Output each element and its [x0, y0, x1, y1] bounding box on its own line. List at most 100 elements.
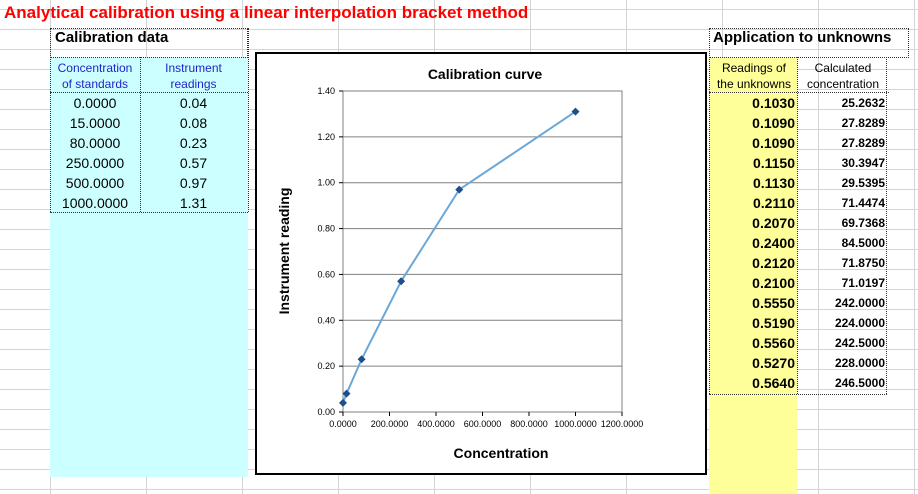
data-series: [339, 107, 580, 407]
unknown-reading-cell[interactable]: 0.2400: [752, 235, 795, 251]
y-tick-label: 0.20: [317, 361, 335, 371]
unknown-reading-cell[interactable]: 0.5640: [752, 375, 795, 391]
unknowns-conc-header-line2: concentration: [806, 77, 880, 91]
unknown-reading-cell[interactable]: 0.5270: [752, 355, 795, 371]
unknowns-reading-header: Readings of the unknowns: [709, 60, 799, 92]
calibration-reading-cell[interactable]: 0.57: [179, 155, 208, 171]
calibration-conc-cell[interactable]: 250.0000: [65, 155, 125, 171]
calibration-left-border: [50, 28, 51, 212]
x-tick-label: 0.0000: [329, 419, 357, 429]
unknown-conc-cell[interactable]: 242.0000: [834, 296, 885, 310]
unknown-conc-cell[interactable]: 242.5000: [834, 336, 885, 350]
unknown-conc-cell[interactable]: 30.3947: [841, 156, 885, 170]
unknowns-left-border: [709, 28, 710, 394]
unknown-conc-cell[interactable]: 29.5395: [841, 176, 885, 190]
unknown-reading-cell[interactable]: 0.5190: [752, 315, 795, 331]
unknown-reading-cell[interactable]: 0.1090: [752, 115, 795, 131]
unknowns-reading-header-line2: the unknowns: [716, 77, 792, 91]
unknown-conc-cell[interactable]: 84.5000: [841, 236, 885, 250]
x-tick-label: 1200.0000: [601, 419, 644, 429]
unknown-reading-cell[interactable]: 0.5560: [752, 335, 795, 351]
calibration-section-label: Calibration data: [55, 29, 169, 46]
unknown-reading-cell[interactable]: 0.1150: [752, 155, 795, 171]
page-title: Analytical calibration using a linear in…: [4, 3, 529, 22]
calibration-reading-cell[interactable]: 0.08: [179, 115, 208, 131]
unknown-reading-cell[interactable]: 0.2110: [752, 195, 795, 211]
x-tick-label: 600.0000: [464, 419, 502, 429]
calibration-conc-cell[interactable]: 1000.0000: [61, 195, 129, 211]
unknowns-conc-header-line1: Calculated: [814, 61, 872, 75]
unknown-reading-cell[interactable]: 0.1090: [752, 135, 795, 151]
unknowns-header-underline: [709, 92, 889, 93]
data-point-marker: [342, 389, 351, 398]
y-tick-labels: 0.00 0.20 0.40 0.60 0.80 1.00 1.20 1.40: [317, 86, 335, 417]
data-point-marker: [455, 185, 464, 194]
data-point-marker: [571, 107, 580, 116]
calibration-col-divider: [140, 57, 141, 212]
unknowns-fill: [709, 57, 797, 494]
calibration-conc-cell[interactable]: 0.0000: [73, 95, 117, 111]
unknown-reading-cell[interactable]: 0.2100: [752, 275, 795, 291]
unknown-conc-cell[interactable]: 246.5000: [834, 376, 885, 390]
y-tick-label: 0.40: [317, 315, 335, 325]
calibration-reading-cell[interactable]: 0.97: [179, 175, 208, 191]
data-point-marker: [397, 277, 406, 286]
calibration-reading-header: Instrument readings: [147, 60, 240, 92]
x-tick-label: 200.0000: [371, 419, 409, 429]
unknowns-col-divider: [797, 57, 798, 394]
calibration-header-underline: [50, 92, 248, 93]
y-tick-label: 1.00: [317, 178, 335, 188]
data-point-marker: [339, 398, 347, 407]
calibration-conc-cell[interactable]: 15.0000: [69, 115, 121, 131]
unknown-conc-cell[interactable]: 71.0197: [841, 276, 885, 290]
calibration-conc-cell[interactable]: 80.0000: [69, 135, 121, 151]
unknown-conc-cell[interactable]: 25.2632: [841, 96, 885, 110]
unknown-conc-cell[interactable]: 27.8289: [841, 136, 885, 150]
unknown-reading-cell[interactable]: 0.1030: [752, 95, 795, 111]
unknowns-reading-header-line1: Readings of: [721, 61, 787, 75]
unknown-conc-cell[interactable]: 71.4474: [841, 196, 885, 210]
unknown-reading-cell[interactable]: 0.1130: [752, 175, 795, 191]
y-tick-label: 1.20: [317, 132, 335, 142]
y-tick-label: 0.00: [317, 407, 335, 417]
x-tick-label: 400.0000: [417, 419, 455, 429]
chart-title: Calibration curve: [428, 66, 543, 82]
unknown-reading-cell[interactable]: 0.2070: [752, 215, 795, 231]
y-tick-label: 1.40: [317, 86, 335, 96]
calibration-reading-cell[interactable]: 1.31: [179, 195, 208, 211]
x-tick-label: 1000.0000: [554, 419, 597, 429]
unknown-conc-cell[interactable]: 69.7368: [841, 216, 885, 230]
plot-area: [342, 90, 623, 413]
calibration-conc-cell[interactable]: 500.0000: [65, 175, 125, 191]
unknown-conc-cell[interactable]: 27.8289: [841, 116, 885, 130]
calibration-reading-cell[interactable]: 0.04: [179, 95, 208, 111]
unknowns-right-border: [886, 57, 887, 394]
calibration-fill: [50, 57, 248, 477]
unknowns-conc-header: Calculated concentration: [800, 60, 886, 92]
unknown-conc-cell[interactable]: 224.0000: [834, 316, 885, 330]
calibration-reading-cell[interactable]: 0.23: [179, 135, 208, 151]
calibration-reading-header-line1: Instrument: [165, 61, 222, 75]
unknowns-section-label: Application to unknowns: [713, 29, 892, 46]
calibration-conc-header-line2: of standards: [61, 77, 129, 91]
y-tick-label: 0.80: [317, 224, 335, 234]
calibration-chart[interactable]: Calibration curve 0.00 0.20 0.40 0.60 0.80 1.…: [255, 52, 707, 475]
x-tick-label: 800.0000: [510, 419, 548, 429]
calibration-reading-header-line2: readings: [170, 77, 217, 91]
calibration-bottom-border: [50, 212, 248, 213]
chart-svg: Calibration curve 0.00 0.20 0.40 0.60 0.80 1.…: [276, 66, 643, 461]
gridlines: [339, 90, 623, 416]
unknowns-bottom-border: [709, 394, 887, 395]
unknown-conc-cell[interactable]: 228.0000: [834, 356, 885, 370]
calibration-right-border: [248, 28, 249, 212]
calibration-conc-header: Concentration of standards: [50, 60, 140, 92]
x-axis-label: Concentration: [454, 445, 549, 461]
unknown-reading-cell[interactable]: 0.5550: [752, 295, 795, 311]
y-tick-label: 0.60: [317, 269, 335, 279]
unknown-reading-cell[interactable]: 0.2120: [752, 255, 795, 271]
x-tick-labels: 0.0000 200.0000 400.0000 600.0000 800.0000 10…: [329, 419, 643, 429]
data-point-marker: [357, 355, 366, 364]
calibration-conc-header-line1: Concentration: [57, 61, 133, 75]
unknown-conc-cell[interactable]: 71.8750: [841, 256, 885, 270]
y-axis-label: Instrument reading: [276, 188, 292, 315]
